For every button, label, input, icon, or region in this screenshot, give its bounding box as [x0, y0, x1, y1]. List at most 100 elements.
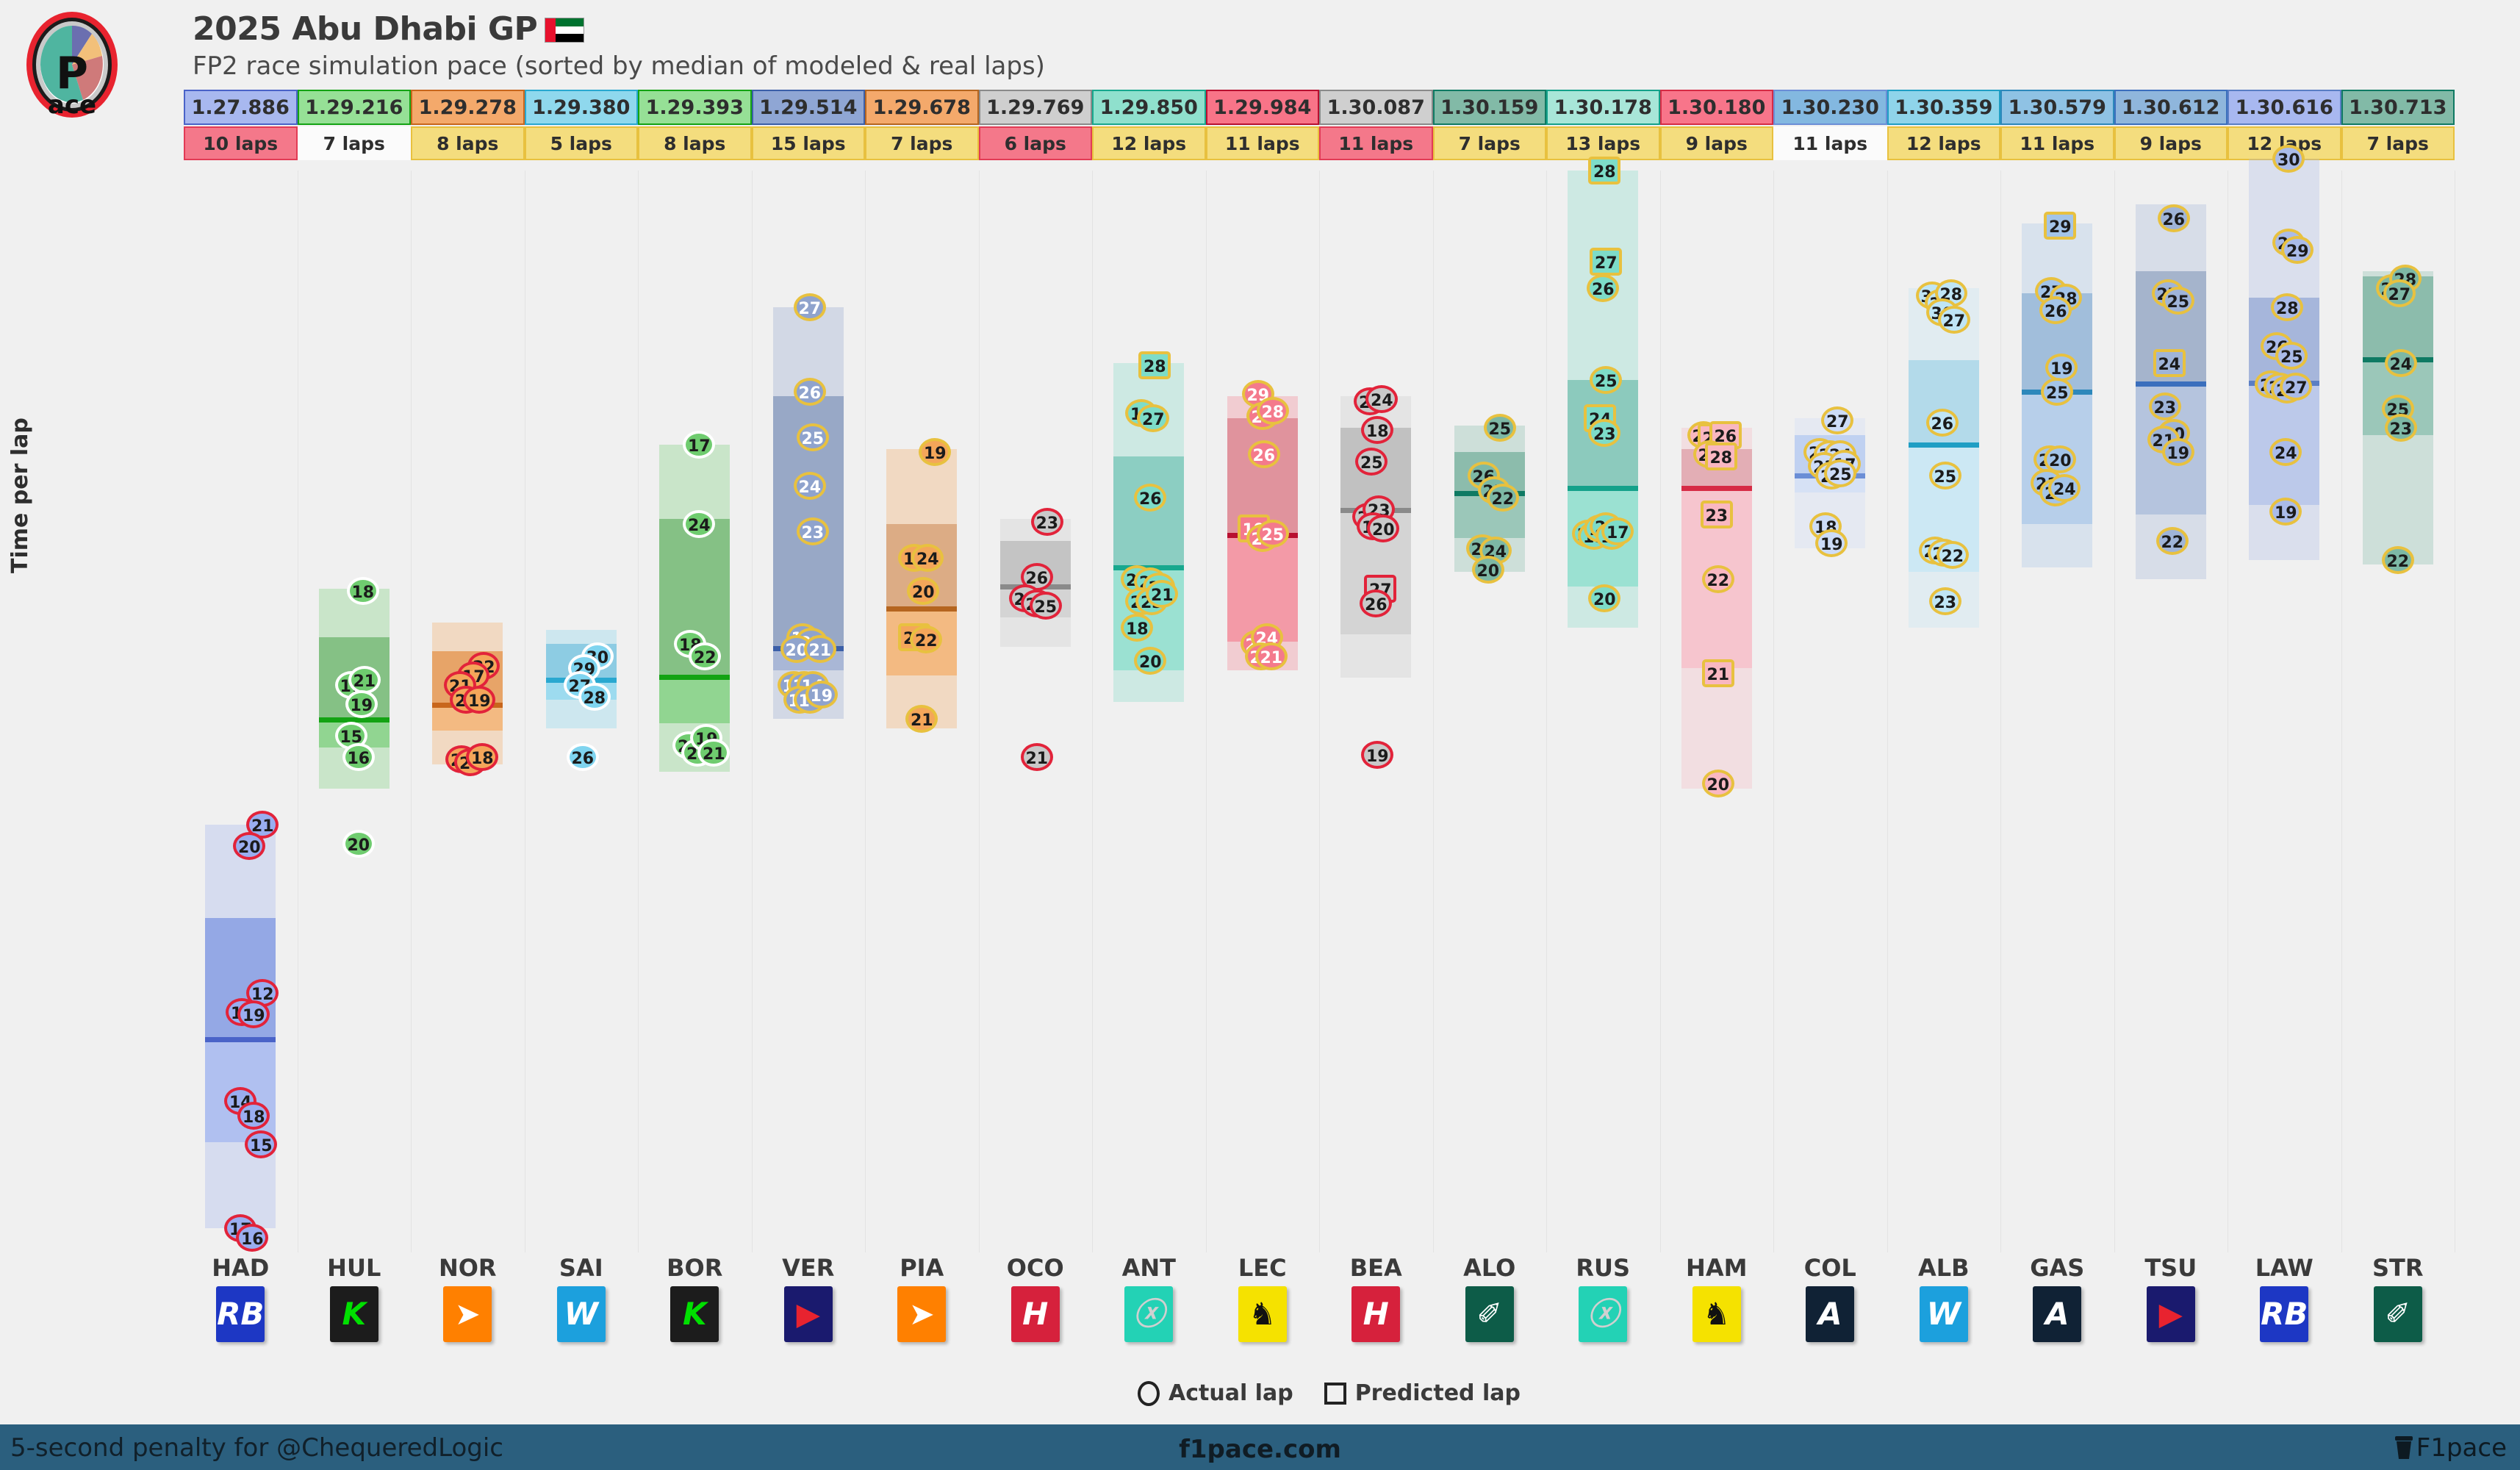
lap-marker[interactable]: 19: [1361, 740, 1394, 769]
lap-marker[interactable]: 23: [796, 517, 829, 545]
lap-marker[interactable]: 27: [1937, 305, 1970, 334]
lap-marker[interactable]: 21: [1701, 659, 1734, 687]
lap-marker[interactable]: 26: [2157, 204, 2190, 233]
lap-marker[interactable]: 20: [2044, 445, 2077, 473]
lap-marker[interactable]: 25: [1029, 592, 1062, 620]
x-axis-col-oco[interactable]: OCO H: [979, 1254, 1093, 1342]
driver-column-ant[interactable]: 281727262422192523211820: [1092, 171, 1206, 1252]
x-axis-col-bea[interactable]: BEA H: [1319, 1254, 1433, 1342]
lap-marker[interactable]: 27: [2280, 373, 2313, 401]
lap-marker[interactable]: 28: [578, 683, 611, 711]
lap-marker[interactable]: 24: [2153, 348, 2186, 377]
lap-marker[interactable]: 20: [1588, 584, 1621, 613]
lap-marker[interactable]: 26: [1247, 440, 1280, 468]
lap-marker[interactable]: 19: [919, 437, 952, 466]
lap-marker[interactable]: 28: [1588, 157, 1621, 184]
driver-column-bea[interactable]: 2224182521231720272619: [1319, 171, 1433, 1252]
lap-marker[interactable]: 26: [1360, 589, 1393, 617]
lap-marker[interactable]: 21: [1146, 579, 1179, 608]
lap-marker[interactable]: 26: [1925, 409, 1959, 437]
lap-marker[interactable]: 18: [1361, 416, 1394, 445]
x-axis-col-law[interactable]: LAW RB: [2228, 1254, 2341, 1342]
lap-marker[interactable]: 23: [1588, 418, 1621, 447]
driver-column-ham[interactable]: 272526242823222120: [1660, 171, 1774, 1252]
lap-marker[interactable]: 22: [2155, 526, 2189, 555]
lap-marker[interactable]: 24: [911, 543, 944, 572]
lap-marker[interactable]: 21: [246, 810, 279, 839]
lap-marker[interactable]: 25: [1928, 462, 1961, 490]
driver-column-oco[interactable]: 232622242521: [979, 171, 1093, 1252]
lap-marker[interactable]: 21: [1254, 642, 1288, 670]
lap-marker[interactable]: 25: [1355, 447, 1388, 476]
driver-column-law[interactable]: 302629282625222123272419: [2228, 144, 2341, 1252]
lap-marker[interactable]: 20: [907, 577, 940, 606]
lap-marker[interactable]: 24: [2048, 473, 2081, 502]
lap-marker[interactable]: 16: [236, 1224, 269, 1252]
lap-marker[interactable]: 20: [342, 829, 375, 858]
lap-marker[interactable]: 15: [245, 1130, 278, 1158]
lap-marker[interactable]: 25: [1590, 365, 1623, 394]
lap-marker[interactable]: 27: [793, 293, 826, 322]
x-axis-col-tsu[interactable]: TSU ▶: [2114, 1254, 2228, 1342]
lap-marker[interactable]: 19: [237, 1000, 270, 1029]
lap-marker[interactable]: 22: [689, 642, 722, 670]
lap-marker[interactable]: 29: [2281, 235, 2314, 264]
lap-marker[interactable]: 20: [1134, 647, 1167, 675]
lap-marker[interactable]: 23: [1700, 500, 1733, 528]
lap-marker[interactable]: 26: [1587, 274, 1620, 303]
lap-marker[interactable]: 21: [697, 738, 730, 767]
x-axis-col-rus[interactable]: RUS ⓧ: [1546, 1254, 1660, 1342]
driver-column-alo[interactable]: 25262522212420: [1433, 171, 1547, 1252]
lap-marker[interactable]: 25: [1483, 414, 1516, 442]
lap-marker[interactable]: 30: [2272, 144, 2305, 173]
lap-marker[interactable]: 26: [1134, 483, 1167, 512]
lap-marker[interactable]: 27: [1137, 404, 1170, 432]
lap-marker[interactable]: 25: [1824, 459, 1857, 488]
lap-marker[interactable]: 28: [1138, 351, 1171, 379]
lap-marker[interactable]: 19: [2161, 437, 2194, 466]
lap-marker[interactable]: 22: [1486, 483, 1519, 512]
lap-marker[interactable]: 28: [2271, 293, 2304, 322]
lap-marker[interactable]: 17: [683, 430, 716, 459]
lap-marker[interactable]: 19: [805, 681, 838, 709]
lap-marker[interactable]: 18: [346, 577, 379, 606]
lap-marker[interactable]: 23: [1928, 587, 1961, 615]
x-axis-col-ver[interactable]: VER ▶: [752, 1254, 866, 1342]
lap-marker[interactable]: 24: [793, 471, 826, 500]
lap-marker[interactable]: 19: [463, 685, 496, 714]
x-axis-col-ham[interactable]: HAM ♞: [1660, 1254, 1774, 1342]
x-axis-col-pia[interactable]: PIA ➤: [865, 1254, 979, 1342]
lap-marker[interactable]: 19: [345, 690, 378, 719]
lap-marker[interactable]: 21: [803, 634, 836, 663]
lap-marker[interactable]: 24: [2384, 348, 2417, 377]
lap-marker[interactable]: 18: [466, 743, 499, 772]
lap-marker[interactable]: 25: [2275, 341, 2308, 370]
x-axis-col-col[interactable]: COL A: [1773, 1254, 1887, 1342]
x-axis-col-str[interactable]: STR ✐: [2341, 1254, 2455, 1342]
x-axis-col-nor[interactable]: NOR ➤: [411, 1254, 525, 1342]
lap-marker[interactable]: 17: [1601, 517, 1634, 545]
lap-marker[interactable]: 24: [1365, 384, 1399, 413]
x-axis-col-bor[interactable]: BOR K: [638, 1254, 752, 1342]
driver-column-gas[interactable]: 2927282619252320212224: [2000, 171, 2114, 1252]
lap-marker[interactable]: 24: [2269, 437, 2302, 466]
driver-column-str[interactable]: 26282724252322: [2341, 171, 2455, 1252]
driver-column-tsu[interactable]: 262725242320211922: [2114, 171, 2228, 1252]
lap-marker[interactable]: 22: [2381, 545, 2414, 574]
lap-marker[interactable]: 26: [566, 743, 599, 772]
lap-marker[interactable]: 20: [233, 832, 266, 861]
driver-column-had[interactable]: 21201213191418151716: [184, 171, 298, 1252]
lap-marker[interactable]: 25: [1256, 519, 1289, 548]
lap-marker[interactable]: 18: [237, 1101, 270, 1130]
x-axis-col-had[interactable]: HAD RB: [184, 1254, 298, 1342]
lap-marker[interactable]: 22: [1936, 541, 1969, 570]
lap-marker[interactable]: 24: [683, 509, 716, 538]
lap-marker[interactable]: 18: [1121, 613, 1154, 642]
x-axis-col-gas[interactable]: GAS A: [2000, 1254, 2114, 1342]
lap-marker[interactable]: 27: [1590, 248, 1623, 276]
driver-column-rus[interactable]: 28272625242321191622181720: [1546, 157, 1660, 1252]
driver-column-sai[interactable]: 30 29 27 28 26: [525, 171, 639, 1252]
lap-marker[interactable]: 26: [2039, 295, 2072, 324]
lap-marker[interactable]: 26: [793, 377, 826, 406]
lap-marker[interactable]: 29: [2044, 212, 2077, 240]
